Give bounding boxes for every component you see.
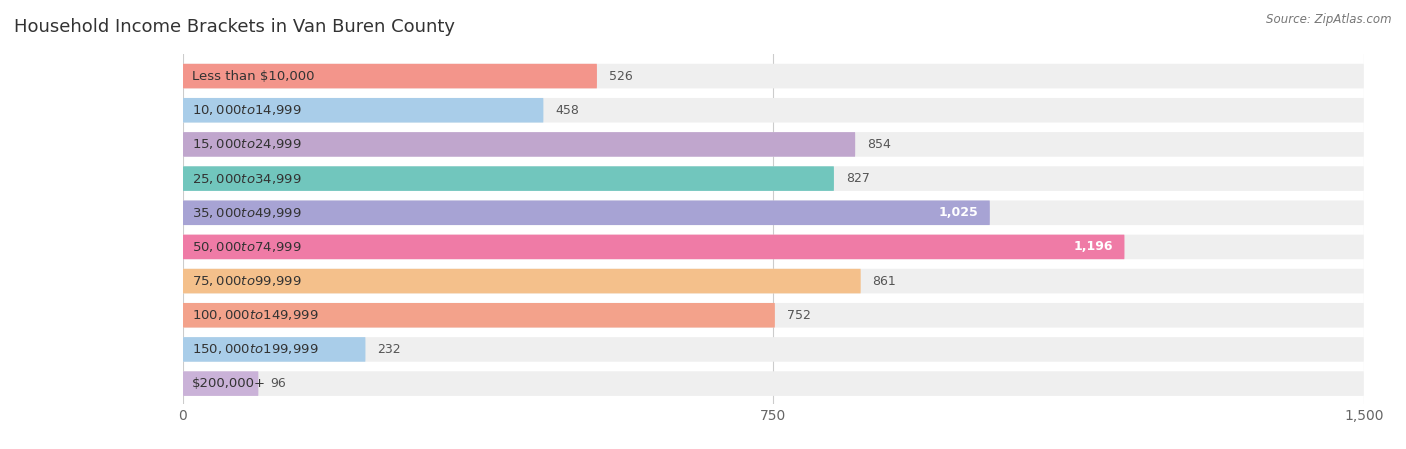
- Text: $25,000 to $34,999: $25,000 to $34,999: [193, 172, 302, 185]
- Text: 1,196: 1,196: [1073, 240, 1112, 253]
- Text: Household Income Brackets in Van Buren County: Household Income Brackets in Van Buren C…: [14, 18, 456, 36]
- FancyBboxPatch shape: [183, 337, 366, 362]
- Text: $150,000 to $199,999: $150,000 to $199,999: [193, 343, 319, 357]
- Text: 526: 526: [609, 70, 633, 83]
- FancyBboxPatch shape: [183, 269, 1364, 293]
- Text: $50,000 to $74,999: $50,000 to $74,999: [193, 240, 302, 254]
- Text: $10,000 to $14,999: $10,000 to $14,999: [193, 103, 302, 117]
- FancyBboxPatch shape: [183, 303, 775, 328]
- FancyBboxPatch shape: [183, 98, 1364, 123]
- Text: 861: 861: [873, 275, 896, 288]
- FancyBboxPatch shape: [183, 200, 990, 225]
- Text: 827: 827: [846, 172, 870, 185]
- FancyBboxPatch shape: [183, 235, 1364, 259]
- Text: $75,000 to $99,999: $75,000 to $99,999: [193, 274, 302, 288]
- Text: 96: 96: [270, 377, 285, 390]
- FancyBboxPatch shape: [183, 132, 1364, 157]
- Text: Source: ZipAtlas.com: Source: ZipAtlas.com: [1267, 13, 1392, 26]
- Text: $100,000 to $149,999: $100,000 to $149,999: [193, 308, 319, 322]
- Text: $200,000+: $200,000+: [193, 377, 266, 390]
- FancyBboxPatch shape: [183, 166, 1364, 191]
- FancyBboxPatch shape: [183, 337, 1364, 362]
- FancyBboxPatch shape: [183, 64, 1364, 88]
- FancyBboxPatch shape: [183, 200, 1364, 225]
- FancyBboxPatch shape: [183, 64, 598, 88]
- FancyBboxPatch shape: [183, 132, 855, 157]
- Text: 854: 854: [868, 138, 891, 151]
- Text: 752: 752: [787, 309, 811, 322]
- FancyBboxPatch shape: [183, 269, 860, 293]
- FancyBboxPatch shape: [183, 166, 834, 191]
- Text: 458: 458: [555, 104, 579, 117]
- Text: $15,000 to $24,999: $15,000 to $24,999: [193, 137, 302, 151]
- Text: 1,025: 1,025: [938, 206, 979, 219]
- FancyBboxPatch shape: [183, 371, 1364, 396]
- FancyBboxPatch shape: [183, 98, 543, 123]
- Text: Less than $10,000: Less than $10,000: [193, 70, 315, 83]
- Text: 232: 232: [377, 343, 401, 356]
- Text: $35,000 to $49,999: $35,000 to $49,999: [193, 206, 302, 220]
- FancyBboxPatch shape: [183, 235, 1125, 259]
- FancyBboxPatch shape: [183, 303, 1364, 328]
- FancyBboxPatch shape: [183, 371, 259, 396]
